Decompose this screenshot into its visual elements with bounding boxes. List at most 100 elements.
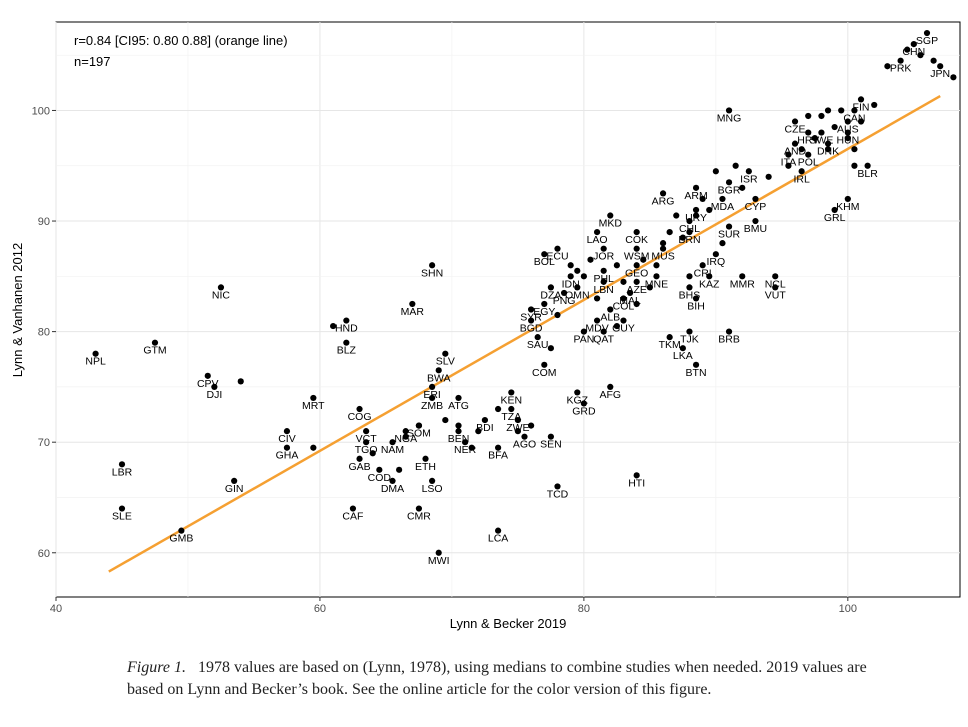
data-point-cod — [376, 466, 383, 473]
data-point — [455, 422, 462, 429]
point-label-ncl: NCL — [765, 278, 786, 290]
x-tick-label: 80 — [578, 603, 590, 615]
axis-ticks: 40 60 80 100 60 70 80 90 100 — [32, 105, 857, 615]
data-point-bfa — [495, 444, 502, 451]
data-point-syr — [527, 306, 535, 313]
data-point — [310, 444, 317, 451]
point-label-cri: CRI — [694, 267, 712, 279]
data-point-can — [851, 107, 858, 114]
data-point-tjk — [686, 328, 693, 335]
point-label-kgz: KGZ — [566, 394, 588, 406]
data-point-ner — [462, 439, 469, 446]
point-label-chl: CHL — [679, 223, 700, 235]
data-point-mus — [659, 245, 667, 252]
point-label-gmb: GMB — [169, 533, 193, 545]
point-label-mrt: MRT — [302, 400, 325, 412]
data-point-lso — [429, 477, 436, 484]
data-point — [831, 123, 838, 131]
data-point-afg — [607, 383, 614, 391]
data-point-arg — [659, 190, 667, 197]
data-point-gha — [283, 444, 291, 451]
data-point-arm — [692, 184, 700, 191]
data-point-grl — [831, 206, 838, 214]
data-point-irq — [712, 251, 719, 258]
data-point — [785, 162, 792, 169]
data-point — [547, 345, 554, 352]
point-label-fin: FIN — [853, 101, 870, 113]
point-label-idn: IDN — [562, 278, 580, 290]
data-point — [811, 135, 818, 142]
point-label-sgp: SGP — [916, 35, 938, 47]
point-label-grd: GRD — [572, 405, 596, 417]
data-point-ken — [508, 389, 515, 396]
point-label-cze: CZE — [785, 124, 806, 136]
data-point-guy — [620, 317, 627, 324]
point-label-mar: MAR — [401, 306, 425, 318]
point-label-ben: BEN — [448, 433, 470, 445]
data-point — [330, 322, 337, 330]
point-label-geo: GEO — [625, 267, 648, 279]
point-label-guy: GUY — [612, 323, 635, 335]
data-point-png — [560, 289, 568, 297]
point-label-ken: KEN — [501, 394, 523, 406]
point-label-bwa: BWA — [427, 372, 451, 384]
data-point — [666, 228, 673, 236]
data-point-aze — [633, 278, 640, 285]
x-tick-label: 100 — [839, 603, 857, 615]
point-label-bmu: BMU — [744, 223, 767, 235]
point-label-caf: CAF — [342, 511, 363, 523]
data-point — [699, 195, 706, 203]
data-point-cog — [356, 405, 363, 413]
point-label-nga: NGA — [394, 433, 417, 445]
data-point-hti — [633, 472, 640, 479]
point-label-can: CAN — [843, 112, 865, 124]
point-label-com: COM — [532, 367, 557, 379]
data-point-cze — [791, 118, 799, 125]
point-label-btn: BTN — [686, 367, 707, 379]
data-point-aus — [844, 118, 851, 125]
data-point-irl — [798, 168, 805, 175]
data-point-chl — [686, 217, 693, 225]
data-point — [917, 52, 924, 59]
data-point-nam — [389, 439, 396, 446]
point-label-gin: GIN — [225, 483, 244, 495]
x-axis-title: Lynn & Becker 2019 — [450, 616, 567, 631]
point-label-sau: SAU — [527, 339, 549, 351]
data-point-eth — [422, 455, 429, 462]
data-point — [237, 378, 244, 385]
data-point-chn — [910, 41, 917, 48]
data-point — [514, 428, 521, 435]
data-point-npl — [92, 350, 99, 357]
data-point-btn — [692, 361, 700, 368]
point-label-prk: PRK — [890, 63, 912, 75]
data-point-gin — [231, 477, 238, 484]
data-point-swe — [818, 129, 825, 136]
data-point-grd — [580, 400, 587, 407]
point-label-tkm: TKM — [659, 339, 681, 351]
point-label-lka: LKA — [673, 350, 693, 362]
point-label-nic: NIC — [212, 289, 231, 301]
data-point-dnk — [824, 140, 832, 147]
data-point-bhs — [686, 284, 693, 291]
point-label-mkd: MKD — [599, 218, 623, 230]
point-label-mus: MUS — [651, 251, 674, 263]
data-point-bdi — [481, 416, 489, 424]
point-label-civ: CIV — [278, 433, 296, 445]
point-label-ita: ITA — [781, 157, 797, 169]
data-point — [706, 206, 713, 214]
point-label-tza: TZA — [501, 411, 521, 423]
data-point — [818, 112, 825, 120]
point-label-hti: HTI — [628, 477, 645, 489]
data-point — [712, 168, 719, 175]
point-label-eri: ERI — [423, 389, 441, 401]
data-point-bmu — [752, 217, 759, 225]
data-point — [851, 162, 858, 169]
data-point — [679, 234, 686, 241]
point-label-hnd: HND — [335, 323, 358, 335]
y-tick-label: 100 — [32, 105, 50, 117]
data-point-civ — [283, 428, 291, 435]
data-point-tgo — [363, 439, 370, 446]
data-point — [844, 135, 851, 142]
